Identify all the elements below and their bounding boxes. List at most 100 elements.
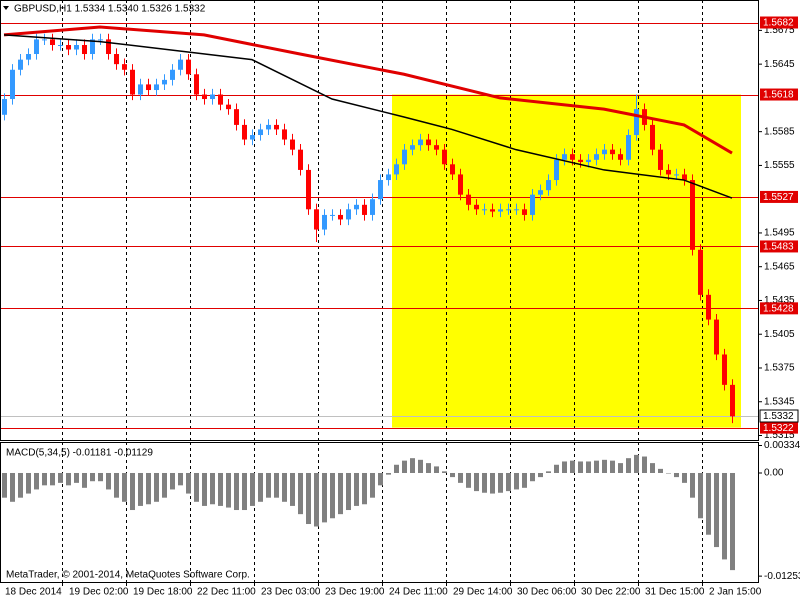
macd-bar <box>242 472 247 511</box>
candle-body <box>258 129 263 136</box>
level-label-box <box>760 421 798 434</box>
macd-bar <box>394 464 399 473</box>
candle-body <box>18 59 23 70</box>
candle-body <box>138 84 143 95</box>
x-tick-label: 19 Dec 02:00 <box>69 587 129 598</box>
macd-bar <box>330 472 335 519</box>
macd-bar <box>674 472 679 478</box>
candle-body <box>346 209 351 220</box>
candle-body <box>674 174 679 176</box>
macd-bar <box>522 472 527 488</box>
candle-body <box>442 149 447 165</box>
macd-bar <box>730 472 735 571</box>
level-label: 1.5618 <box>763 90 794 101</box>
candle-body <box>266 124 271 130</box>
moving-average <box>3 34 733 199</box>
current-price-box <box>759 409 799 423</box>
macd-bar <box>538 472 543 478</box>
level-label: 1.5527 <box>763 192 794 203</box>
candle-body <box>210 94 215 100</box>
candle-body <box>554 159 559 181</box>
macd-bar <box>530 472 535 482</box>
y-tick-label: 1.5585 <box>764 126 795 137</box>
macd-bar <box>250 472 255 506</box>
candle-body <box>106 39 111 55</box>
macd-bar <box>186 472 191 494</box>
header: GBPUSD,H1 1.5334 1.5340 1.5326 1.5332 <box>14 4 206 15</box>
x-tick-label: 23 Dec 19:00 <box>325 587 385 598</box>
macd-y-tick-label: -0.01253 <box>764 571 800 582</box>
y-tick-label: 1.5495 <box>764 228 795 239</box>
candle-body <box>250 135 255 140</box>
macd-bar <box>378 472 383 486</box>
macd-bar <box>450 472 455 478</box>
macd-bar <box>618 463 623 473</box>
macd-bar <box>34 472 39 490</box>
candle-body <box>178 59 183 70</box>
candle-body <box>306 169 311 210</box>
macd-bar <box>690 472 695 498</box>
macd-bar <box>578 461 583 473</box>
macd-bar <box>442 471 447 473</box>
macd-bar <box>90 472 95 482</box>
candle-body <box>362 204 367 215</box>
candle-body <box>386 174 391 181</box>
macd-bar <box>130 472 135 511</box>
candle-body <box>650 124 655 150</box>
macd-bar <box>602 459 607 473</box>
candle-body <box>98 39 103 41</box>
macd-bar <box>274 472 279 498</box>
macd-label: MACD(5,34,5) -0.01181 -0.01129 <box>6 448 153 459</box>
candle-body <box>426 139 431 146</box>
macd-bar <box>650 463 655 473</box>
candle-body <box>2 99 7 115</box>
macd-bar <box>162 472 167 498</box>
macd-bar <box>226 472 231 508</box>
macd-bar <box>82 472 87 488</box>
candle-body <box>466 194 471 205</box>
level-label: 1.5428 <box>763 303 794 314</box>
candle-body <box>690 180 695 250</box>
macd-bar <box>714 472 719 548</box>
candle-body <box>626 135 631 160</box>
level-label: 1.5483 <box>763 242 794 253</box>
y-tick-label: 1.5645 <box>764 59 795 70</box>
macd-bar <box>426 463 431 473</box>
macd-bar <box>146 472 151 505</box>
macd-bar <box>26 472 31 494</box>
level-label-box <box>760 302 798 315</box>
candle-body <box>418 139 423 146</box>
macd-bar <box>322 472 327 523</box>
macd-bar <box>210 472 215 505</box>
macd-bar <box>402 460 407 473</box>
y-tick-label: 1.5435 <box>764 295 795 306</box>
candle-body <box>114 54 119 65</box>
candle-body <box>434 145 439 150</box>
candle-body <box>498 209 503 212</box>
macd-bar <box>154 472 159 502</box>
macd-bar <box>314 472 319 527</box>
candle-body <box>226 104 231 110</box>
macd-bar <box>370 472 375 498</box>
candle-body <box>42 39 47 41</box>
candle-body <box>34 39 39 55</box>
candle-body <box>706 294 711 320</box>
candle-body <box>74 45 79 50</box>
candle-body <box>698 249 703 295</box>
candle-body <box>562 154 567 160</box>
x-tick-label: 19 Dec 18:00 <box>133 587 193 598</box>
candle-body <box>82 45 87 55</box>
macd-bar <box>98 472 103 482</box>
macd-bar <box>122 472 127 502</box>
level-label-box <box>760 16 798 29</box>
candle-body <box>490 209 495 212</box>
macd-bar <box>58 472 63 483</box>
y-tick-label: 1.5345 <box>764 396 795 407</box>
macd-bar <box>498 472 503 493</box>
candle-body <box>274 124 279 130</box>
current-price-label: 1.5332 <box>763 411 794 422</box>
candle-body <box>282 129 287 140</box>
candle-body <box>130 69 135 95</box>
candle-body <box>618 154 623 160</box>
